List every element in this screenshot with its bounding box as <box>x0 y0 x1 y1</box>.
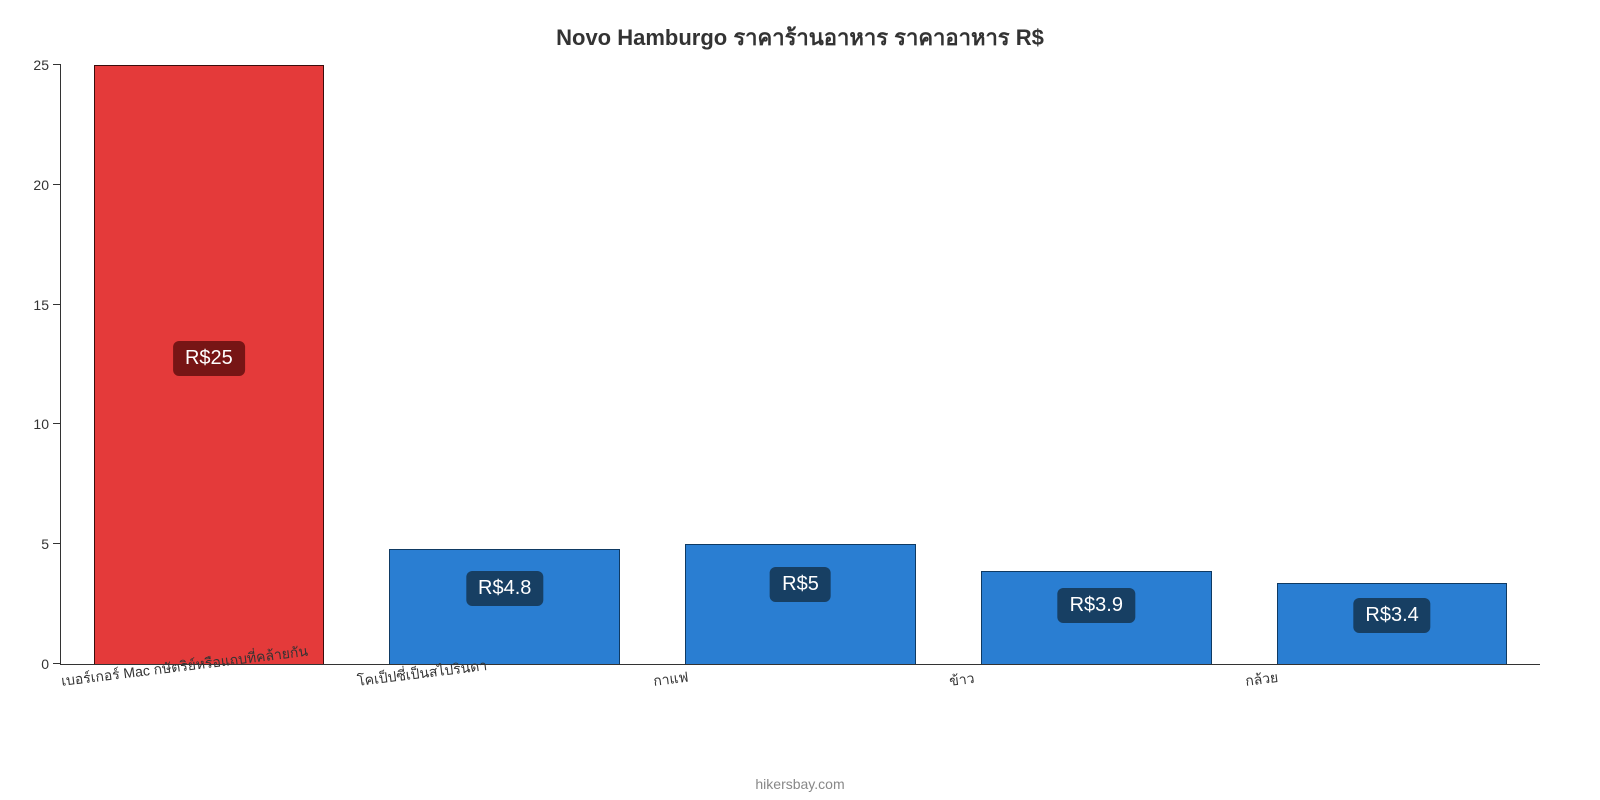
y-axis-label: 0 <box>41 656 49 672</box>
x-label-slot: ข้าว <box>948 665 1244 715</box>
y-tick <box>53 663 61 664</box>
chart-container: Novo Hamburgo ราคาร้านอาหาร ราคาอาหาร R$… <box>60 20 1540 740</box>
bar-value-label: R$3.4 <box>1353 598 1430 633</box>
y-tick <box>53 184 61 185</box>
x-label-slot: กล้วย <box>1244 665 1540 715</box>
y-tick <box>53 304 61 305</box>
bar-slot: R$25 <box>61 65 357 664</box>
bar: R$3.4 <box>1277 583 1508 664</box>
bar-slot: R$5 <box>653 65 949 664</box>
y-axis-label: 20 <box>33 177 49 193</box>
y-tick <box>53 423 61 424</box>
attribution-text: hikersbay.com <box>755 776 844 792</box>
bar: R$25 <box>94 65 325 664</box>
y-axis-label: 10 <box>33 416 49 432</box>
bar-value-label: R$25 <box>173 341 245 376</box>
bar: R$3.9 <box>981 571 1212 664</box>
x-label-slot: กาแฟ <box>652 665 948 715</box>
bar-value-label: R$3.9 <box>1058 588 1135 623</box>
bar: R$4.8 <box>389 549 620 664</box>
x-axis-category-label: ข้าว <box>948 668 976 693</box>
y-axis-label: 5 <box>41 536 49 552</box>
x-axis-category-label: กล้วย <box>1244 667 1280 693</box>
y-tick <box>53 543 61 544</box>
bars-row: R$25 R$4.8 R$5 R$3.9 R$3.4 <box>61 65 1540 664</box>
bar-value-label: R$5 <box>770 567 831 602</box>
chart-title: Novo Hamburgo ราคาร้านอาหาร ราคาอาหาร R$ <box>60 20 1540 55</box>
x-label-slot: โคเป็ปซี่เป็นสไปรินดา <box>356 665 652 715</box>
x-axis-labels: เบอร์เกอร์ Mac กษัตริย์หรือแถบที่คล้ายกั… <box>60 665 1540 715</box>
x-axis-category-label: กาแฟ <box>652 667 690 693</box>
bar: R$5 <box>685 544 916 664</box>
y-axis-label: 25 <box>33 57 49 73</box>
y-tick <box>53 64 61 65</box>
bar-slot: R$4.8 <box>357 65 653 664</box>
bar-slot: R$3.4 <box>1244 65 1540 664</box>
bar-value-label: R$4.8 <box>466 571 543 606</box>
bar-slot: R$3.9 <box>948 65 1244 664</box>
y-axis-label: 15 <box>33 297 49 313</box>
x-label-slot: เบอร์เกอร์ Mac กษัตริย์หรือแถบที่คล้ายกั… <box>60 665 356 715</box>
plot-area: R$25R$4.8R$5R$3.9R$3.4 0510152025 <box>60 65 1540 665</box>
